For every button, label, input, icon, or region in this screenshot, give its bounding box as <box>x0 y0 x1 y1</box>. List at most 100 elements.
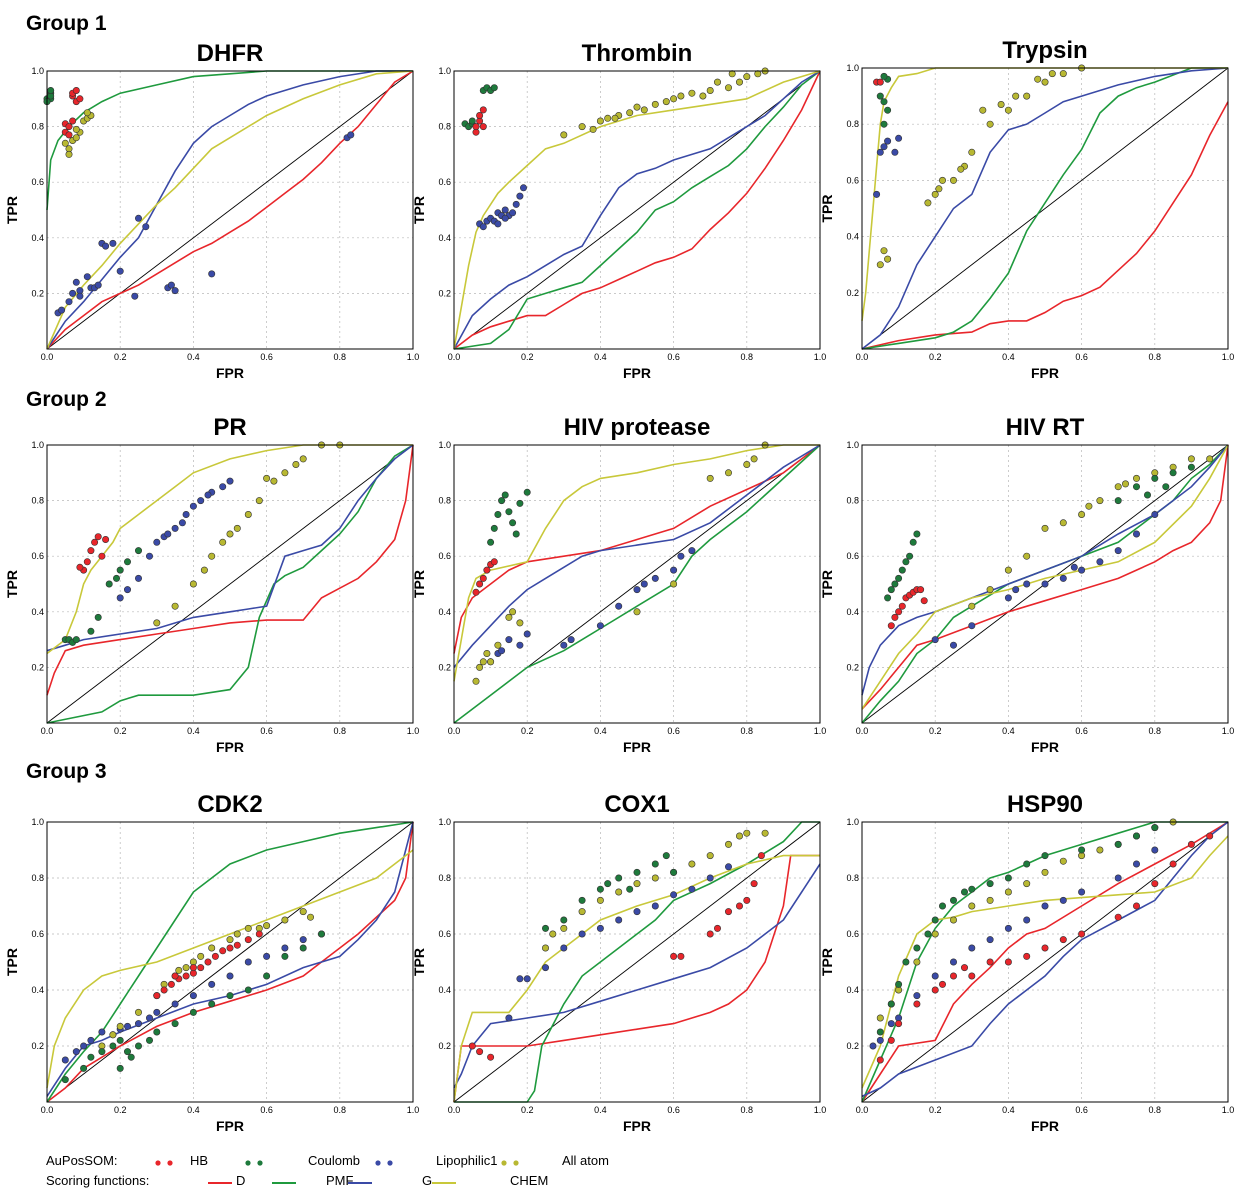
line-g <box>453 863 821 1089</box>
x-tick-label: 0.0 <box>41 1105 54 1115</box>
point-all-atom <box>935 185 943 193</box>
chart-title: CDK2 <box>197 791 262 818</box>
point-all-atom <box>670 95 678 103</box>
point-coulomb <box>662 852 670 860</box>
line-pmf <box>861 821 1228 1103</box>
point-all-atom <box>578 123 586 131</box>
point-hb <box>255 930 263 938</box>
x-tick-label: 0.6 <box>667 1105 680 1115</box>
legend-auposom-label: AuPosSOM: <box>46 1153 118 1168</box>
y-axis-label: TPR <box>819 570 835 598</box>
point-all-atom <box>109 1031 117 1039</box>
point-all-atom <box>735 832 743 840</box>
line-chem <box>453 854 820 1103</box>
legend-marker-hb <box>155 1160 161 1166</box>
point-lipophilic1 <box>615 916 623 924</box>
point-hb <box>895 608 903 616</box>
point-all-atom <box>233 524 241 532</box>
point-all-atom <box>472 677 480 685</box>
point-all-atom <box>913 958 921 966</box>
point-lipophilic1 <box>72 278 80 286</box>
point-coulomb <box>884 594 892 602</box>
point-all-atom <box>281 916 289 924</box>
point-hb <box>233 941 241 949</box>
point-lipophilic1 <box>65 298 73 306</box>
x-axis-label: FPR <box>216 365 244 381</box>
point-coulomb <box>87 1053 95 1061</box>
point-hb <box>98 552 106 560</box>
point-all-atom <box>884 255 892 263</box>
point-coulomb <box>578 896 586 904</box>
point-all-atom <box>1133 474 1141 482</box>
diagonal-line <box>46 821 414 1103</box>
point-lipophilic1 <box>102 242 110 250</box>
point-lipophilic1 <box>512 200 520 208</box>
point-lipophilic1 <box>505 1014 513 1022</box>
point-hb <box>479 123 487 131</box>
x-tick-label: 0.8 <box>334 352 347 362</box>
point-hb <box>91 538 99 546</box>
chart-pr: 0.0 0.2 0.2 0.4 0.4 0.6 0.6 0.8 0.8 1.0 1.0 FPR TPR P… <box>4 414 419 755</box>
line-g <box>861 821 1229 1098</box>
point-all-atom <box>208 944 216 952</box>
point-lipophilic1 <box>876 148 884 156</box>
y-axis-label: TPR <box>819 195 835 223</box>
y-tick-label: 0.2 <box>31 1041 44 1051</box>
y-axis-label: TPR <box>411 196 427 224</box>
point-coulomb <box>895 574 903 582</box>
point-coulomb <box>1144 491 1152 499</box>
point-all-atom <box>1004 888 1012 896</box>
plot-frame <box>46 821 414 1103</box>
point-lipophilic1 <box>146 1014 154 1022</box>
point-lipophilic1 <box>219 483 227 491</box>
point-all-atom <box>986 896 994 904</box>
point-hb <box>472 123 480 131</box>
chart-title: Thrombin <box>582 40 693 67</box>
plot-frame <box>46 444 414 724</box>
point-lipophilic1 <box>116 594 124 602</box>
point-lipophilic1 <box>688 885 696 893</box>
point-coulomb <box>72 636 80 644</box>
point-lipophilic1 <box>651 574 659 582</box>
point-all-atom <box>200 566 208 574</box>
point-all-atom <box>699 92 707 100</box>
legend-d-label: D <box>236 1173 246 1188</box>
chart-title: DHFR <box>197 40 264 67</box>
point-coulomb <box>317 930 325 938</box>
y-tick-label: 0.4 <box>438 985 451 995</box>
line-d <box>861 101 1229 350</box>
point-lipophilic1 <box>263 952 271 960</box>
y-tick-label: 0.4 <box>31 607 44 617</box>
point-all-atom <box>1078 510 1086 518</box>
point-coulomb <box>490 524 498 532</box>
x-tick-label: 0.6 <box>667 352 680 362</box>
x-tick-label: 0.0 <box>856 352 869 362</box>
point-coulomb <box>938 902 946 910</box>
point-all-atom <box>171 602 179 610</box>
line-g <box>46 444 414 652</box>
point-coulomb <box>116 1036 124 1044</box>
point-all-atom <box>876 1014 884 1022</box>
y-tick-label: 0.6 <box>31 551 44 561</box>
point-all-atom <box>611 114 619 122</box>
line-d <box>453 444 821 654</box>
point-all-atom <box>1048 70 1056 78</box>
point-lipophilic1 <box>61 1056 69 1064</box>
group-1-label: Group 1 <box>26 12 107 35</box>
chart-cox1: 0.0 0.2 0.2 0.4 0.4 0.6 0.6 0.8 0.8 1.0 1.0 FPR TPR C… <box>411 791 826 1134</box>
x-tick-label: 0.4 <box>187 1105 200 1115</box>
point-lipophilic1 <box>887 1020 895 1028</box>
point-hb <box>65 123 73 131</box>
point-all-atom <box>880 247 888 255</box>
point-lipophilic1 <box>633 908 641 916</box>
y-tick-label: 0.8 <box>846 119 859 129</box>
point-coulomb <box>116 1064 124 1072</box>
line-chem <box>453 70 821 350</box>
y-tick-label: 0.2 <box>438 1041 451 1051</box>
point-lipophilic1 <box>968 944 976 952</box>
line-pmf <box>46 444 414 724</box>
point-lipophilic1 <box>1004 924 1012 932</box>
line-d <box>46 444 414 696</box>
point-hb <box>713 924 721 932</box>
point-lipophilic1 <box>1023 916 1031 924</box>
